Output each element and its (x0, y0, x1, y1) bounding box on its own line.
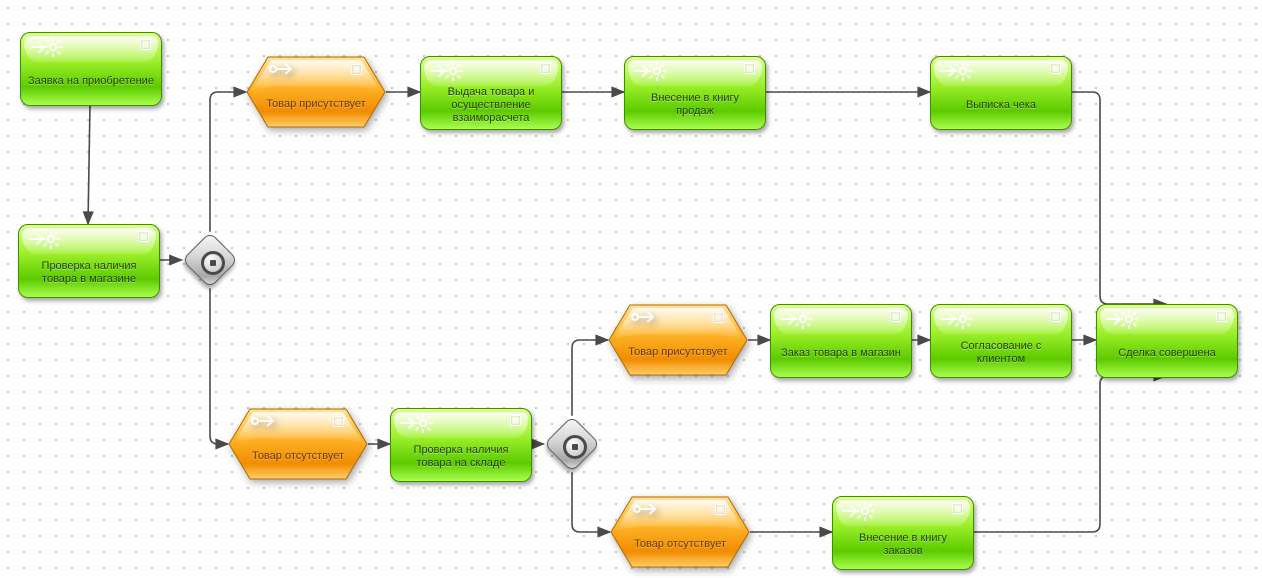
task-node[interactable]: Проверка наличия товара на складе (390, 408, 532, 482)
task-label: Внесение в книгу продаж (631, 87, 759, 123)
node-marker (138, 231, 149, 242)
task-label: Сделка совершена (1103, 335, 1231, 371)
condition-label: Товар отсутствует (630, 526, 730, 562)
condition-label: Товар присутствует (628, 334, 728, 370)
task-node[interactable]: Выдача товара и осуществление взаиморасч… (420, 56, 562, 130)
task-icon (841, 501, 875, 521)
gateway-node[interactable] (190, 240, 230, 280)
node-marker (1216, 311, 1227, 322)
condition-node[interactable]: Товар отсутствует (228, 408, 368, 480)
task-icon (779, 309, 813, 329)
task-node[interactable]: Внесение в книгу продаж (624, 56, 766, 130)
condition-icon (250, 414, 280, 428)
task-node[interactable]: Проверка наличия товара в магазине (18, 224, 160, 298)
node-marker (140, 39, 151, 50)
task-node[interactable]: Заявка на приобретение (20, 32, 162, 106)
task-icon (429, 61, 463, 81)
task-node[interactable]: Сделка совершена (1096, 304, 1238, 378)
node-marker (540, 63, 551, 74)
node-marker (1050, 63, 1061, 74)
node-marker (952, 503, 963, 514)
node-marker (510, 415, 521, 426)
condition-icon (632, 502, 662, 516)
condition-label: Товар присутствует (266, 86, 366, 122)
gateway-icon (563, 435, 587, 459)
flow-edge (572, 472, 610, 532)
task-icon (27, 229, 61, 249)
flow-edge (210, 92, 246, 232)
node-marker (333, 416, 344, 427)
condition-node[interactable]: Товар присутствует (608, 304, 748, 376)
flow-edge (972, 376, 1166, 532)
condition-icon (268, 62, 298, 76)
flow-edge (1070, 92, 1166, 304)
condition-node[interactable]: Товар отсутствует (610, 496, 750, 568)
task-node[interactable]: Выписка чека (930, 56, 1072, 130)
task-icon (1105, 309, 1139, 329)
condition-node[interactable]: Товар присутствует (246, 56, 386, 128)
task-label: Внесение в книгу заказов (839, 527, 967, 563)
diagram-canvas: Заявка на приобретение Проверка наличия т… (0, 0, 1262, 578)
task-label: Выдача товара и осуществление взаиморасч… (427, 87, 555, 123)
task-icon (633, 61, 667, 81)
task-node[interactable]: Согласование с клиентом (930, 304, 1072, 378)
condition-icon (630, 310, 660, 324)
task-icon (29, 37, 63, 57)
node-marker (351, 64, 362, 75)
task-label: Выписка чека (937, 87, 1065, 123)
task-label: Заказ товара в магазин (777, 335, 905, 371)
task-label: Заявка на приобретение (27, 63, 155, 99)
node-marker (715, 504, 726, 515)
node-marker (890, 311, 901, 322)
flow-edge (88, 104, 90, 224)
task-label: Проверка наличия товара на складе (397, 439, 525, 475)
task-icon (939, 309, 973, 329)
gateway-icon (201, 251, 225, 275)
gateway-node[interactable] (552, 424, 592, 464)
node-marker (744, 63, 755, 74)
task-label: Проверка наличия товара в магазине (25, 255, 153, 291)
flow-edge (210, 288, 228, 444)
node-marker (1050, 311, 1061, 322)
condition-label: Товар отсутствует (248, 438, 348, 474)
task-node[interactable]: Внесение в книгу заказов (832, 496, 974, 570)
task-label: Согласование с клиентом (937, 335, 1065, 371)
flow-edge (572, 340, 608, 416)
node-marker (713, 312, 724, 323)
task-node[interactable]: Заказ товара в магазин (770, 304, 912, 378)
task-icon (939, 61, 973, 81)
task-icon (399, 413, 433, 433)
